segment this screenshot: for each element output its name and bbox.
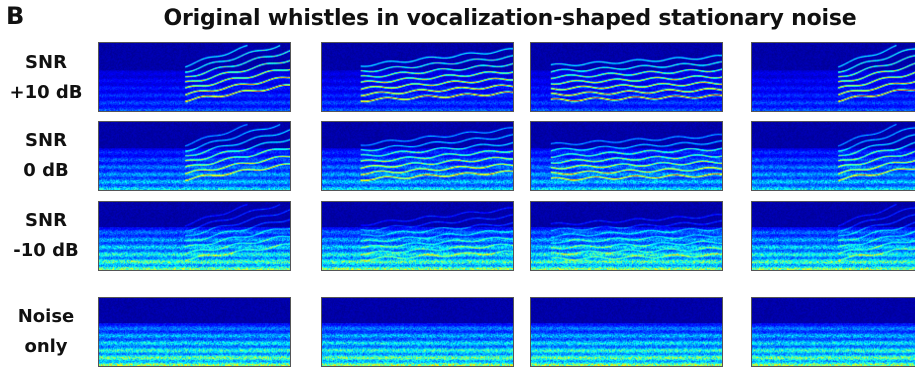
spectrogram-image (752, 202, 915, 270)
spectrogram-panel (321, 121, 514, 191)
spectrogram-image (322, 43, 513, 111)
spectrogram-panel (98, 297, 291, 367)
row-label-line2: 0 dB (23, 160, 69, 181)
figure-title: Original whistles in vocalization-shaped… (163, 6, 857, 31)
spectrogram-image (752, 43, 915, 111)
spectrogram-panel (321, 42, 514, 112)
row-label-snr-plus10: SNR +10 dB (0, 48, 92, 108)
spectrogram-image (322, 122, 513, 190)
spectrogram-image (99, 202, 290, 270)
spectrogram-panel (98, 121, 291, 191)
row-label-line2: +10 dB (9, 82, 83, 103)
spectrogram-panel (530, 297, 723, 367)
spectrogram-panel (98, 201, 291, 271)
spectrogram-image (531, 43, 722, 111)
spectrogram-image (99, 122, 290, 190)
spectrogram-panel (751, 201, 915, 271)
spectrogram-panel (751, 121, 915, 191)
spectrogram-image (531, 202, 722, 270)
spectrogram-image (531, 122, 722, 190)
row-label-line2: only (24, 336, 68, 357)
spectrogram-panel (751, 297, 915, 367)
spectrogram-image (322, 202, 513, 270)
spectrogram-panel (321, 297, 514, 367)
spectrogram-image (752, 122, 915, 190)
row-label-line1: SNR (25, 210, 67, 231)
row-label-line1: SNR (25, 52, 67, 73)
panel-letter: B (6, 2, 25, 30)
spectrogram-panel (98, 42, 291, 112)
spectrogram-image (99, 298, 290, 366)
row-label-snr-0: SNR 0 dB (0, 126, 92, 186)
spectrogram-panel (751, 42, 915, 112)
spectrogram-image (322, 298, 513, 366)
row-label-noise-only: Noise only (0, 302, 92, 362)
spectrogram-panel (530, 121, 723, 191)
row-label-line1: SNR (25, 130, 67, 151)
spectrogram-image (531, 298, 722, 366)
row-label-snr-minus10: SNR -10 dB (0, 206, 92, 266)
spectrogram-panel (321, 201, 514, 271)
row-label-line2: -10 dB (13, 240, 79, 261)
spectrogram-panel (530, 201, 723, 271)
spectrogram-panel (530, 42, 723, 112)
spectrogram-image (752, 298, 915, 366)
spectrogram-image (99, 43, 290, 111)
row-label-line1: Noise (17, 306, 75, 327)
